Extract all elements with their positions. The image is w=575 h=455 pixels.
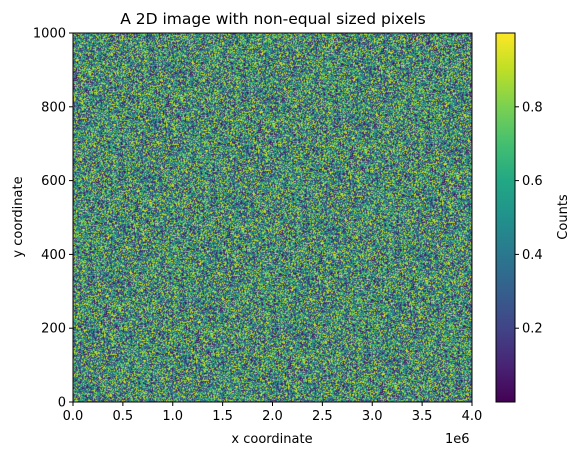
y-tick-label: 400 [41, 248, 66, 263]
y-axis-ticks: 0 200 400 600 800 1000 [33, 27, 73, 411]
heatmap-image [73, 33, 472, 402]
colorbar-tick-label: 0.4 [522, 248, 543, 263]
colorbar-frame [495, 32, 516, 403]
x-tick-label: 3.5 [412, 409, 433, 424]
x-tick-label: 4.0 [462, 409, 483, 424]
colorbar-label: Counts [556, 194, 571, 240]
y-tick-label: 1000 [33, 27, 66, 42]
x-tick-label: 1.5 [212, 409, 233, 424]
y-tick-label: 200 [41, 322, 66, 337]
y-tick-label: 0 [58, 396, 66, 411]
colorbar-tick-label: 0.6 [522, 174, 543, 189]
colorbar-ticks: 0.2 0.4 0.6 0.8 [515, 100, 543, 337]
x-axis-label: x coordinate [231, 432, 312, 447]
colorbar-tick-label: 0.8 [522, 100, 543, 115]
x-axis-offset-label: 1e6 [445, 432, 470, 447]
x-tick-label: 3.0 [362, 409, 383, 424]
y-axis-label: y coordinate [11, 176, 26, 257]
x-tick-label: 0.5 [113, 409, 134, 424]
colorbar [496, 33, 515, 402]
y-tick-label: 800 [41, 100, 66, 115]
x-tick-label: 1.0 [162, 409, 183, 424]
x-axis-ticks: 0.0 0.5 1.0 1.5 2.0 2.5 3.0 3.5 4.0 [63, 402, 483, 424]
colorbar-tick-label: 0.2 [522, 322, 543, 337]
chart-title: A 2D image with non-equal sized pixels [120, 10, 426, 28]
y-tick-label: 600 [41, 174, 66, 189]
x-tick-label: 0.0 [63, 409, 84, 424]
x-tick-label: 2.5 [312, 409, 333, 424]
x-tick-label: 2.0 [262, 409, 283, 424]
